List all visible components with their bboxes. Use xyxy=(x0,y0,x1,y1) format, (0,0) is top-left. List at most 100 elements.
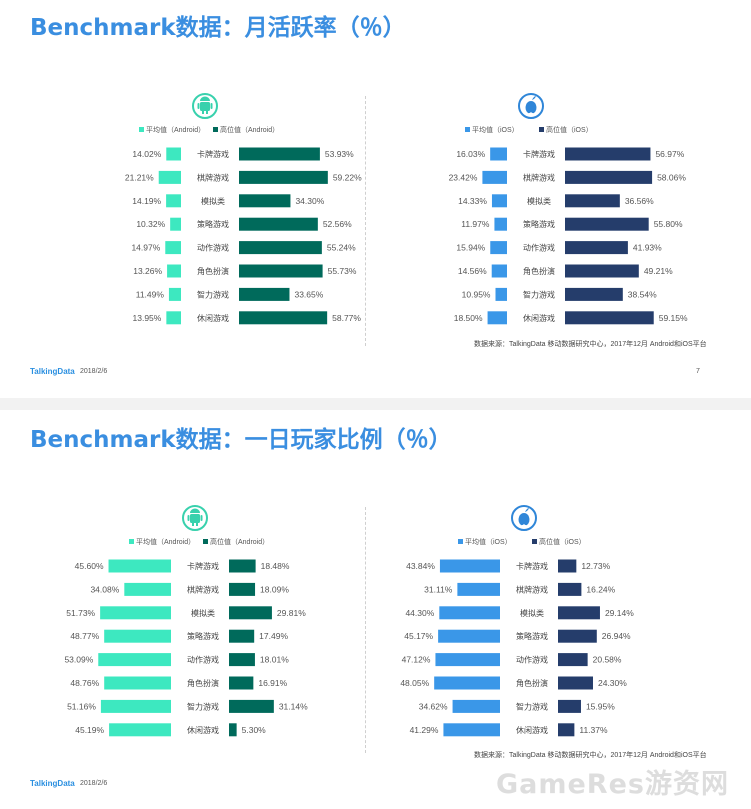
slide-title: Benchmark数据：一日玩家比例（％） xyxy=(30,427,452,453)
category-label: 休闲游戏 xyxy=(523,313,555,323)
apple-icon xyxy=(518,93,544,119)
category-label: 模拟类 xyxy=(201,196,225,206)
bar-top-4 xyxy=(565,217,649,231)
bar-top-1 xyxy=(239,147,320,161)
value-label-avg: 11.49% xyxy=(136,289,165,299)
value-label-top: 12.73% xyxy=(581,561,610,571)
bar-avg-4 xyxy=(104,629,171,643)
gameres-watermark: GameRes游资网 xyxy=(495,769,729,800)
value-label-avg: 14.19% xyxy=(132,196,161,206)
category-label: 卡牌游戏 xyxy=(187,561,219,571)
category-label: 棋牌游戏 xyxy=(187,584,219,594)
value-label-top: 56.97% xyxy=(655,149,684,159)
panel-divider xyxy=(365,96,366,346)
chart-android-monthly-active: 平均值（Android） 高位值（Android） 14.02% 卡牌游戏 53.93%… xyxy=(125,93,362,325)
value-label-avg: 10.95% xyxy=(462,289,491,299)
value-label-avg: 47.12% xyxy=(402,655,431,665)
value-label-avg: 14.97% xyxy=(131,243,160,253)
bar-top-1 xyxy=(565,147,651,161)
value-label-top: 36.56% xyxy=(625,196,654,206)
category-label: 休闲游戏 xyxy=(197,313,229,323)
value-label-top: 58.77% xyxy=(332,313,361,323)
value-label-top: 53.93% xyxy=(325,149,354,159)
legend-label-avg: 平均值（Android） xyxy=(146,125,205,134)
value-label-top: 17.49% xyxy=(259,631,288,641)
category-label: 智力游戏 xyxy=(187,701,219,711)
bar-avg-1 xyxy=(108,559,171,573)
bar-avg-3 xyxy=(166,194,181,208)
category-label: 策略游戏 xyxy=(516,631,548,641)
value-label-avg: 16.03% xyxy=(456,149,485,159)
bar-avg-8 xyxy=(487,311,507,325)
value-label-top: 55.24% xyxy=(327,243,356,253)
category-label: 动作游戏 xyxy=(516,655,548,665)
bar-top-5 xyxy=(565,241,628,255)
value-label-avg: 23.42% xyxy=(449,172,478,182)
value-label-top: 31.14% xyxy=(279,701,308,711)
value-label-avg: 51.73% xyxy=(66,608,95,618)
category-label: 智力游戏 xyxy=(523,289,555,299)
bar-top-5 xyxy=(229,653,255,667)
value-label-top: 26.94% xyxy=(602,631,631,641)
bar-avg-3 xyxy=(100,606,171,620)
value-label-avg: 13.26% xyxy=(133,266,162,276)
value-label-top: 29.14% xyxy=(605,608,634,618)
bar-top-8 xyxy=(239,311,328,325)
bar-top-4 xyxy=(239,217,318,231)
category-label: 动作游戏 xyxy=(197,243,229,253)
legend-swatch-avg xyxy=(139,127,144,132)
footer-date: 2018/2/6 xyxy=(80,780,108,787)
bar-top-3 xyxy=(239,194,291,208)
bar-top-2 xyxy=(239,170,328,184)
legend-label-top: 高位值（Android） xyxy=(210,537,269,546)
category-label: 棋牌游戏 xyxy=(516,584,548,594)
category-label: 策略游戏 xyxy=(187,631,219,641)
bar-avg-3 xyxy=(439,606,500,620)
bar-top-1 xyxy=(558,559,577,573)
bar-top-3 xyxy=(565,194,620,208)
value-label-top: 52.56% xyxy=(323,219,352,229)
value-label-top: 18.01% xyxy=(260,655,289,665)
apple-icon xyxy=(511,505,537,531)
bar-avg-5 xyxy=(165,241,181,255)
legend-swatch-top xyxy=(213,127,218,132)
bar-avg-6 xyxy=(167,264,181,278)
page-number: 7 xyxy=(696,368,700,375)
bar-top-4 xyxy=(558,629,597,643)
bar-avg-8 xyxy=(166,311,181,325)
bar-avg-2 xyxy=(482,170,507,184)
panel-divider xyxy=(365,507,366,753)
bar-avg-4 xyxy=(438,629,500,643)
category-label: 策略游戏 xyxy=(197,219,229,229)
footer-date: 2018/2/6 xyxy=(80,368,108,375)
value-label-avg: 14.02% xyxy=(132,149,161,159)
bar-top-7 xyxy=(229,699,274,713)
value-label-avg: 18.50% xyxy=(454,313,483,323)
legend-label-top: 高位值（iOS） xyxy=(539,537,586,546)
bar-avg-5 xyxy=(490,241,507,255)
value-label-top: 49.21% xyxy=(644,266,673,276)
legend-label-avg: 平均值（iOS） xyxy=(472,125,519,134)
value-label-avg: 10.32% xyxy=(136,219,165,229)
value-label-top: 11.37% xyxy=(579,725,608,735)
category-label: 策略游戏 xyxy=(523,219,555,229)
bar-avg-7 xyxy=(495,287,507,301)
value-label-avg: 14.33% xyxy=(458,196,487,206)
value-label-top: 38.54% xyxy=(628,289,657,299)
value-label-top: 34.30% xyxy=(295,196,324,206)
bar-avg-6 xyxy=(491,264,507,278)
value-label-avg: 31.11% xyxy=(424,584,453,594)
value-label-avg: 34.62% xyxy=(419,701,448,711)
legend-swatch-top xyxy=(539,127,544,132)
bar-avg-7 xyxy=(100,699,171,713)
bar-avg-4 xyxy=(494,217,507,231)
talkingdata-logo: TalkingData xyxy=(30,779,75,788)
value-label-avg: 44.30% xyxy=(405,608,434,618)
data-source-note: 数据来源：TalkingData 移动数据研究中心，2017年12月 Andro… xyxy=(474,341,707,348)
value-label-top: 58.06% xyxy=(657,172,686,182)
bar-top-4 xyxy=(229,629,255,643)
value-label-avg: 48.05% xyxy=(400,678,429,688)
value-label-avg: 21.21% xyxy=(125,172,154,182)
category-label: 智力游戏 xyxy=(197,289,229,299)
value-label-top: 18.09% xyxy=(260,584,289,594)
